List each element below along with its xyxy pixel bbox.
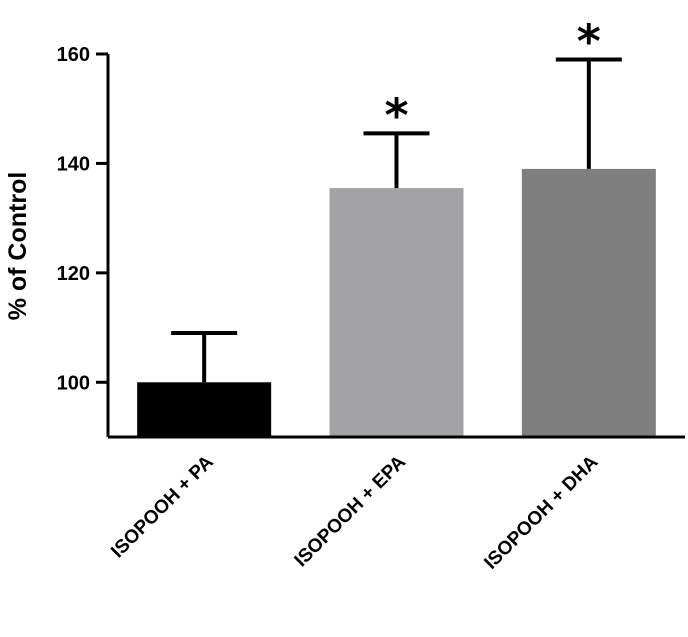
error-bars-layer (171, 57, 622, 383)
significance-marker: * (384, 88, 408, 142)
bar (137, 382, 272, 437)
bar (329, 188, 464, 437)
y-tick-label: 120 (57, 263, 90, 285)
y-ticks-layer: 100 120 140 160 (57, 44, 108, 394)
bar (521, 168, 656, 437)
y-tick-label: 100 (57, 372, 90, 394)
x-labels-layer: ISOPOOH + PA ISOPOOH + EPA ISOPOOH + DHA (107, 451, 602, 573)
y-tick-label: 160 (57, 44, 90, 66)
significance-marker: * (577, 14, 601, 68)
significance-layer: ** (384, 14, 600, 142)
x-category-label: ISOPOOH + EPA (291, 451, 411, 571)
x-category-label: ISOPOOH + PA (107, 451, 218, 562)
bars-layer (137, 168, 656, 437)
y-tick-label: 140 (57, 153, 90, 175)
axes-layer (106, 54, 685, 439)
x-category-label: ISOPOOH + DHA (480, 451, 602, 573)
y-axis-title: % of Control (4, 172, 32, 321)
